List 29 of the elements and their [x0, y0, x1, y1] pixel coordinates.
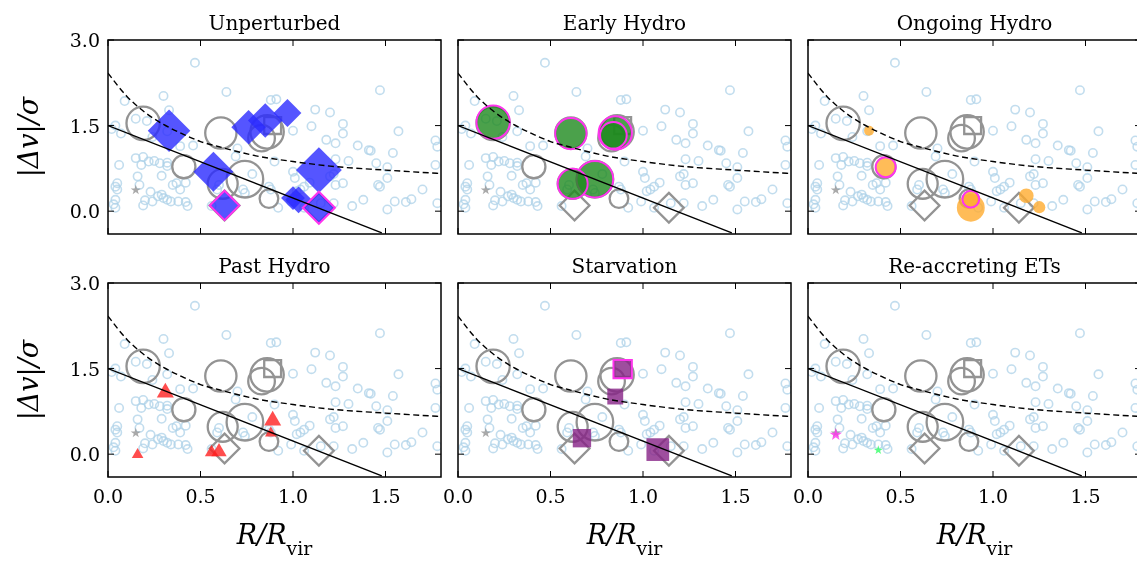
chart-title: Past Hydro: [218, 254, 331, 278]
x-tick-label: 0.0: [92, 485, 124, 507]
y-tick-label: 1.5: [69, 357, 100, 380]
y-tick-label: 3.0: [69, 272, 100, 294]
x-axis-title: R/R$_{vir}$: [585, 519, 664, 559]
x-axis-title: R/R$_{vir}$: [235, 519, 314, 559]
chart-title: Re-accreting ETs: [888, 254, 1061, 278]
x-tick-label: 0.0: [442, 485, 474, 507]
chart-title: Early Hydro: [562, 11, 687, 35]
x-tick-label: 1.5: [720, 485, 751, 507]
x-tick-label: 1.5: [1070, 485, 1101, 507]
x-tick-label: 1.5: [370, 485, 401, 507]
x-tick-label: 0.0: [792, 485, 824, 507]
y-tick-label: 0.0: [69, 200, 100, 223]
x-tick-label: 1.0: [977, 485, 1009, 507]
x-axis-title: R/R$_{vir}$: [935, 519, 1014, 559]
y-tick-label: 3.0: [69, 29, 100, 51]
x-tick-label: 0.5: [885, 485, 916, 507]
y-tick-label: 1.5: [69, 114, 100, 137]
chart-title: Ongoing Hydro: [896, 11, 1053, 35]
y-axis-title: |Δv|/σ: [13, 338, 45, 421]
y-tick-label: 0.0: [69, 443, 100, 466]
x-tick-label: 1.0: [277, 485, 309, 507]
chart-title: Starvation: [571, 254, 678, 278]
chart-title: Unperturbed: [208, 11, 341, 35]
y-axis-title: |Δv|/σ: [13, 95, 45, 178]
x-tick-label: 0.5: [185, 485, 216, 507]
x-tick-label: 0.5: [535, 485, 566, 507]
x-tick-label: 1.0: [627, 485, 659, 507]
